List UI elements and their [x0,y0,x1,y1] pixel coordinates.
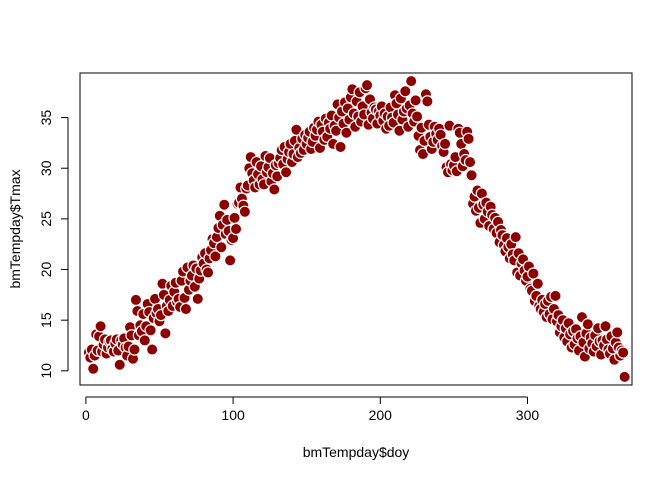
data-point [340,126,353,139]
data-point [611,326,624,339]
y-tick-label: 10 [38,363,54,379]
data-point [129,293,143,307]
data-point [549,289,562,303]
data-point [218,198,231,211]
y-axis: 10 15 20 25 30 35 [38,110,69,379]
data-point [581,318,595,331]
data-point [410,110,424,123]
data-point [113,358,126,371]
data-point [209,250,222,263]
data-point [87,362,100,375]
data-point [144,324,157,337]
data-point [268,183,281,196]
data-point [238,205,252,218]
x-axis-title: bmTempday$doy [303,444,410,460]
data-point [527,267,540,280]
data-point [399,85,412,98]
plot-frame [79,72,633,386]
data-point [509,230,522,244]
data-point [128,343,141,356]
data-point [223,254,237,267]
data-point [463,155,477,169]
data-point [94,320,107,333]
y-axis-title: bmTempday$Tmax [7,169,23,288]
x-tick-label: 300 [516,407,540,423]
data-point [279,166,293,179]
data-point [618,370,631,384]
data-point [179,302,193,316]
data-point [405,74,418,88]
y-tick-label: 20 [38,262,54,278]
data-point [191,292,204,306]
data-point [438,137,452,151]
data-point [531,277,544,290]
data-point [360,78,374,92]
data-point [138,334,151,347]
data-point [616,346,630,359]
data-point [145,343,159,356]
data-point [421,95,434,108]
data-point [228,211,241,225]
x-axis: 0 100 200 300 [82,396,540,423]
y-tick-label: 25 [38,211,54,227]
data-point [229,222,243,236]
y-tick-label: 15 [38,312,54,328]
data-point [215,241,228,254]
data-point [334,140,347,154]
data-point [159,327,172,340]
data-point [465,169,478,182]
data-point [201,266,215,279]
y-tick-label: 30 [38,160,54,176]
x-tick-label: 100 [221,407,245,423]
y-tick-label: 35 [38,110,54,126]
x-tick-label: 0 [82,407,90,423]
data-point [409,94,422,107]
data-point [462,132,475,146]
points-layer [82,74,631,384]
data-point [599,320,612,333]
x-tick-label: 200 [369,407,393,423]
